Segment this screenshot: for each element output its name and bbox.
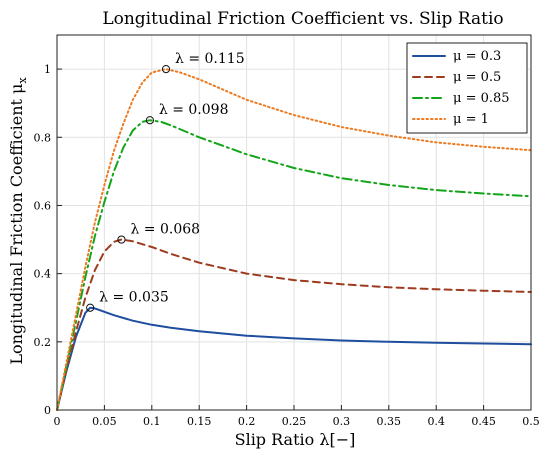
x-tick-label: 0.35 [377,415,402,428]
legend: μ = 0.3 μ = 0.5 μ = 0.85 μ = 1 [406,42,528,134]
series-lines [56,68,532,411]
y-tick-label: 0 [44,404,51,417]
peak-marker [145,116,155,125]
legend-label: μ = 0.85 [453,91,510,106]
peak-annotation: λ = 0.035 [99,290,169,306]
x-tick-label: 0.05 [92,415,117,428]
series-line-3 [56,68,532,411]
x-tick-label: 0.25 [282,415,307,428]
peak-annotations: λ = 0.035 λ = 0.068 λ = 0.098 λ = 0.115 [99,51,244,306]
chart-title: Longitudinal Friction Coefficient vs. Sl… [102,9,503,29]
y-tick-label: 0.8 [34,131,52,144]
legend-label: μ = 0.3 [453,49,501,64]
y-tick-label: 0.6 [34,199,52,212]
peak-annotation: λ = 0.098 [159,102,229,118]
x-tick-label: 0.2 [238,415,256,428]
peak-marker [117,235,126,244]
y-tick-label: 1 [44,63,51,76]
y-axis-label-subscript: x [16,77,29,84]
series-line-2 [56,119,532,411]
x-tick-label: 0.1 [143,415,161,428]
y-tick-label: 0.4 [34,268,52,281]
series-line-1 [56,238,532,411]
peak-markers [86,64,171,312]
y-tick-label: 0.2 [34,336,52,349]
peak-marker [161,64,171,74]
y-axis-ticks: 0 0.2 0.4 0.6 0.8 1 [34,63,62,417]
series-line-0 [56,306,532,411]
peak-annotation: λ = 0.115 [175,51,245,67]
x-axis-ticks: 0 0.05 0.1 0.15 0.2 0.25 0.3 0.35 0.4 0.45 0.5 [54,405,540,428]
legend-label: μ = 0.5 [453,70,501,85]
x-tick-label: 0.4 [427,415,445,428]
y-axis-label-main: Longitudinal Friction Coefficient μ [7,84,26,365]
legend-label: μ = 1 [453,112,489,127]
peak-annotation: λ = 0.068 [130,222,200,238]
peak-marker [86,303,95,312]
x-tick-label: 0.15 [187,415,212,428]
x-tick-label: 0 [54,415,61,428]
x-tick-label: 0.3 [333,415,351,428]
x-tick-label: 0.45 [471,415,496,428]
x-tick-label: 0.5 [522,415,540,428]
x-axis-label: Slip Ratio λ[−] [235,430,356,449]
y-axis-label: Longitudinal Friction Coefficient μx [7,77,29,365]
